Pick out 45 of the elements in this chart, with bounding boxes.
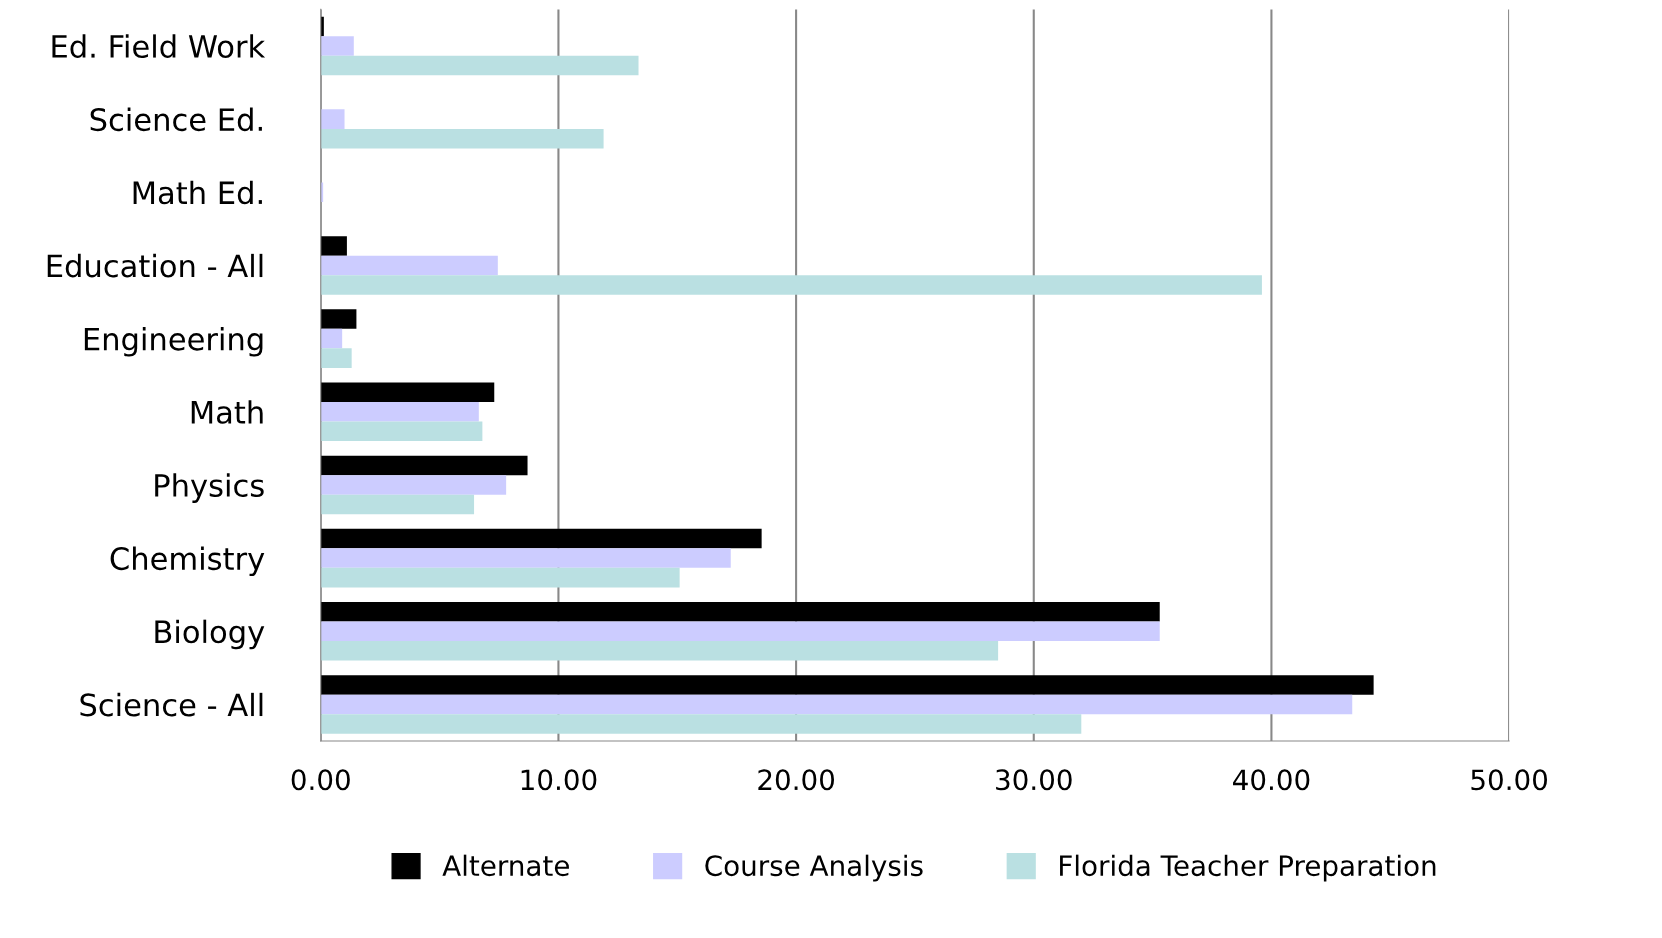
bar — [320, 348, 352, 368]
bar — [320, 694, 1353, 715]
bar — [320, 109, 345, 129]
bar — [320, 494, 475, 515]
bar — [320, 309, 357, 329]
y-tick-label: Math Ed. — [133, 180, 262, 205]
bar — [320, 528, 762, 549]
bar — [320, 548, 731, 568]
bar — [320, 641, 999, 661]
x-tick-label: 0.00 — [291, 769, 350, 791]
bar — [320, 382, 495, 403]
x-tick-label: 50.00 — [1471, 769, 1548, 791]
y-tick-label: Education - All — [47, 253, 263, 278]
bar — [320, 675, 1374, 695]
bar — [320, 621, 1160, 642]
bar — [320, 16, 324, 37]
bar — [320, 567, 680, 588]
bar — [320, 475, 507, 495]
bar — [320, 255, 498, 276]
y-tick-label: Engineering — [84, 327, 263, 357]
bar — [320, 236, 347, 256]
y-tick-label: Ed. Field Work — [52, 34, 266, 59]
x-tick-label: 10.00 — [521, 769, 597, 791]
y-tick-label: Biology — [155, 619, 265, 650]
bar — [320, 455, 528, 476]
x-tick-label: 40.00 — [1233, 769, 1310, 791]
y-tick-label: Chemistry — [110, 546, 265, 577]
bar — [320, 402, 479, 422]
legend-label: Course Analysis — [705, 854, 923, 882]
y-tick-label: Math — [191, 400, 263, 424]
x-tick-label: 30.00 — [996, 769, 1072, 791]
bar — [320, 421, 483, 442]
bar — [320, 275, 1262, 295]
bar — [320, 602, 1160, 622]
bar — [320, 128, 604, 149]
bar — [320, 328, 343, 349]
bar — [320, 714, 1082, 734]
bar — [320, 36, 354, 56]
y-tick-label: Physics — [155, 473, 264, 503]
bar — [320, 55, 639, 76]
legend-label: Alternate — [442, 854, 569, 877]
x-tick-label: 20.00 — [758, 769, 835, 791]
y-tick-label: Science - All — [80, 692, 263, 717]
y-tick-label: Science Ed. — [90, 107, 262, 132]
legend-label: Florida Teacher Preparation — [1060, 854, 1436, 882]
